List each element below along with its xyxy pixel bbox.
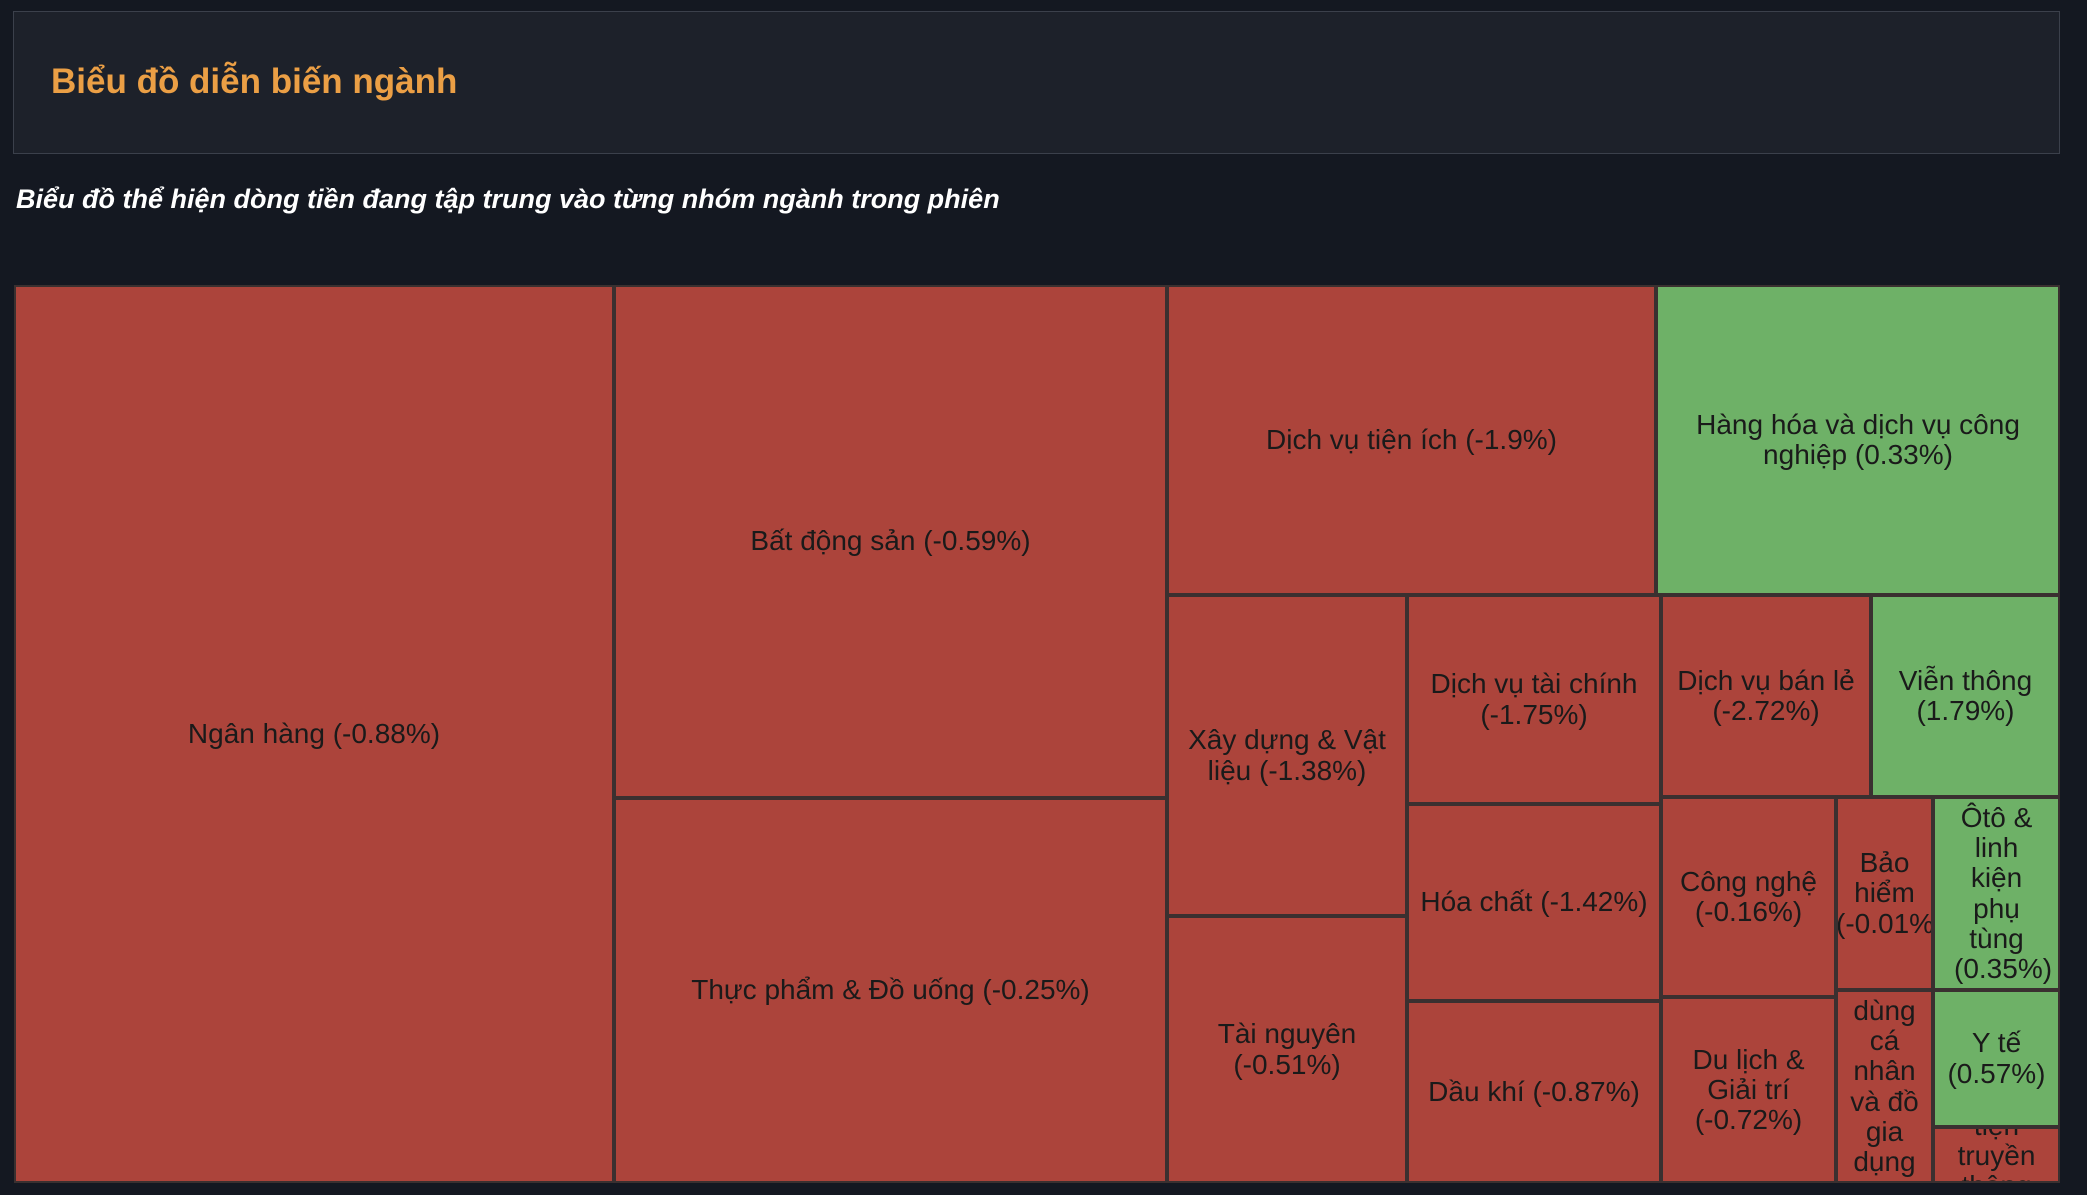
chart-subtitle: Biểu đồ thể hiện dòng tiền đang tập trun… — [16, 184, 1000, 214]
tile-label: Dịch vụ bán lẻ (-2.72%) — [1677, 664, 1855, 726]
tile-label: tiện truyền thông — [1957, 1129, 2036, 1181]
tile-label: Hàng hóa và dịch vụ công nghiệp (0.33%) — [1696, 408, 2020, 470]
tile-label: Dịch vụ tài chính (-1.75%) — [1430, 668, 1638, 730]
tile-label: Y tế (0.57%) — [1947, 1027, 2046, 1089]
sector-treemap: Ngân hàng (-0.88%) Bất động sản (-0.59%) T… — [14, 285, 2060, 1183]
tile-oto-linh-kien-phu-tung[interactable]: Ôtô & linh kiện phụ tùng (0.35%) — [1933, 797, 2060, 990]
tile-tai-nguyen[interactable]: Tài nguyên (-0.51%) — [1167, 916, 1407, 1183]
tile-thuc-pham-do-uong[interactable]: Thực phẩm & Đồ uống (-0.25%) — [614, 798, 1167, 1183]
tile-label: Thực phẩm & Đồ uống (-0.25%) — [691, 974, 1090, 1006]
tile-hang-hoa-va-dich-vu-cong-nghiep[interactable]: Hàng hóa và dịch vụ công nghiệp (0.33%) — [1656, 285, 2060, 595]
tile-label: Dịch vụ tiện ích (-1.9%) — [1266, 423, 1557, 455]
tile-hang-dung-ca-nhan-va-do-gia-dung[interactable]: dùng cá nhân và đồ gia dụng — [1836, 990, 1933, 1183]
tile-label: Du lịch & Giải trí (-0.72%) — [1692, 1043, 1805, 1136]
tile-label: Hóa chất (-1.42%) — [1420, 886, 1648, 918]
tile-bat-dong-san[interactable]: Bất động sản (-0.59%) — [614, 285, 1167, 798]
tile-y-te[interactable]: Y tế (0.57%) — [1933, 990, 2060, 1127]
tile-dau-khi[interactable]: Dầu khí (-0.87%) — [1407, 1001, 1661, 1183]
tile-ngan-hang[interactable]: Ngân hàng (-0.88%) — [14, 285, 614, 1183]
tile-dich-vu-tien-ich[interactable]: Dịch vụ tiện ích (-1.9%) — [1167, 285, 1656, 595]
tile-label: Bảo hiểm (-0.01%) — [1836, 847, 1933, 939]
tile-label: Ôtô & linh kiện phụ tùng (0.35%) — [1954, 801, 2053, 984]
tile-phuong-tien-truyen-thong[interactable]: tiện truyền thông — [1933, 1127, 2060, 1183]
tile-label: Tài nguyên (-0.51%) — [1217, 1018, 1357, 1080]
tile-dich-vu-tai-chinh[interactable]: Dịch vụ tài chính (-1.75%) — [1407, 595, 1661, 804]
tile-du-lich-giai-tri[interactable]: Du lịch & Giải trí (-0.72%) — [1661, 997, 1836, 1183]
tile-vien-thong[interactable]: Viễn thông (1.79%) — [1871, 595, 2060, 797]
tile-label: Công nghệ (-0.16%) — [1679, 865, 1817, 927]
tile-cong-nghe[interactable]: Công nghệ (-0.16%) — [1661, 797, 1836, 997]
page-title: Biểu đồ diễn biến ngành — [51, 62, 458, 101]
tile-hoa-chat[interactable]: Hóa chất (-1.42%) — [1407, 804, 1661, 1001]
tile-label: Ngân hàng (-0.88%) — [187, 717, 441, 749]
tile-label: Xây dựng & Vật liệu (-1.38%) — [1188, 724, 1386, 786]
tile-label: Bất động sản (-0.59%) — [750, 525, 1031, 557]
header-panel: Biểu đồ diễn biến ngành — [13, 11, 2060, 154]
tile-label: dùng cá nhân và đồ gia dụng — [1850, 995, 1919, 1178]
tile-label: Dầu khí (-0.87%) — [1428, 1075, 1640, 1107]
tile-dich-vu-ban-le[interactable]: Dịch vụ bán lẻ (-2.72%) — [1661, 595, 1871, 797]
tile-xay-dung-vat-lieu[interactable]: Xây dựng & Vật liệu (-1.38%) — [1167, 595, 1407, 916]
tile-label: Viễn thông (1.79%) — [1898, 664, 2033, 726]
tile-bao-hiem[interactable]: Bảo hiểm (-0.01%) — [1836, 797, 1933, 990]
